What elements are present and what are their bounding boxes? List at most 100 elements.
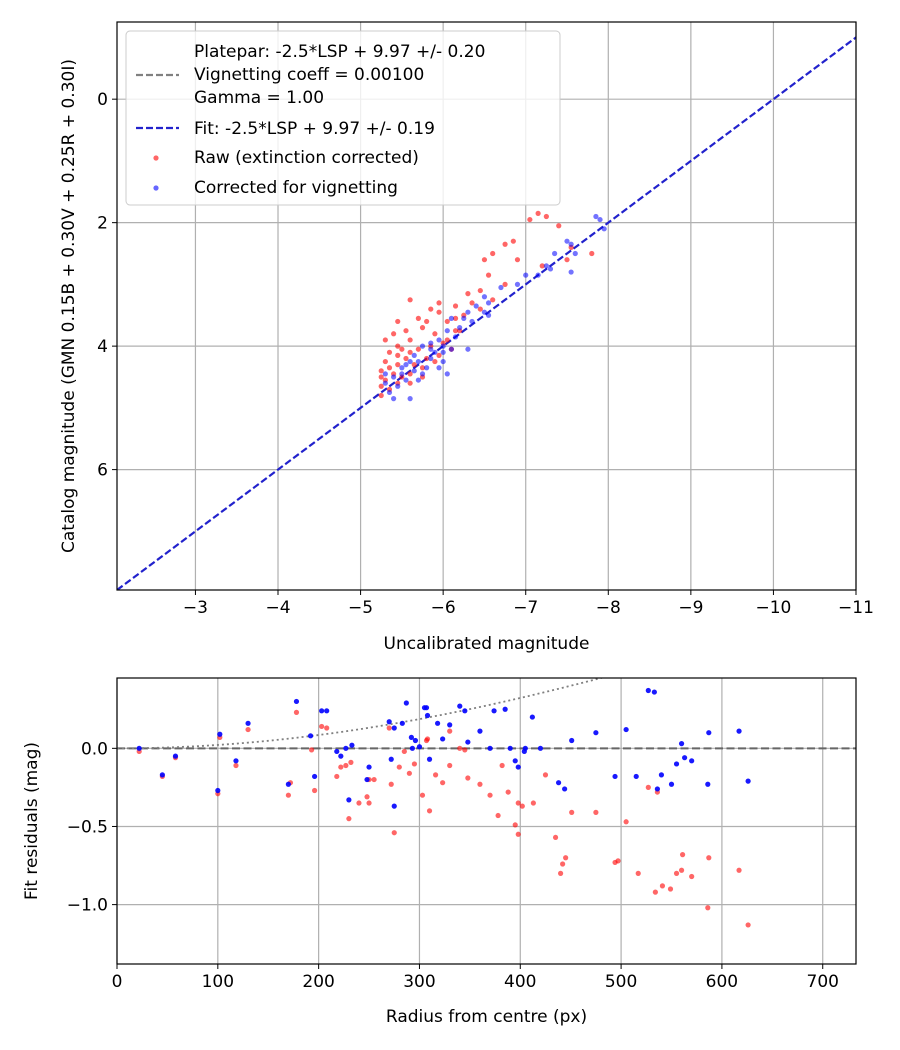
residuals-plot-corrected-point xyxy=(447,722,453,728)
magnitude-plot-raw-point xyxy=(539,263,545,269)
residuals-plot-raw-point xyxy=(495,812,501,819)
residuals-plot-corrected-point xyxy=(569,737,575,744)
magnitude-plot-corrected-point xyxy=(514,281,521,287)
residuals-plot-points xyxy=(136,687,751,928)
residuals-plot-corrected-point xyxy=(668,781,675,787)
magnitude-plot-corrected-point xyxy=(428,346,434,352)
residuals-plot-corrected-point xyxy=(324,708,330,714)
magnitude-plot-raw-point xyxy=(510,238,516,244)
residuals-plot-raw-point xyxy=(447,762,453,769)
magnitude-plot-xtick-label: −9 xyxy=(678,598,703,618)
magnitude-plot-ticks: −3 −4 −5 −6 −7 −8 −9 −10 −11 0 2 4 6 xyxy=(97,90,874,618)
residuals-plot-corrected-point xyxy=(651,689,657,695)
magnitude-plot-corrected-point xyxy=(395,383,401,389)
residuals-plot-raw-point xyxy=(519,803,525,809)
residuals-plot-corrected-point xyxy=(529,714,535,720)
magnitude-plot-raw-point xyxy=(395,318,401,325)
magnitude-plot-corrected-point xyxy=(465,309,471,315)
residuals-plot-corrected-point xyxy=(366,764,372,770)
residuals-plot-ytick-label: −0.5 xyxy=(67,817,108,837)
residuals-plot-raw-point xyxy=(530,800,536,806)
residuals-plot-raw-point xyxy=(346,816,352,822)
residuals-plot-raw-point xyxy=(285,792,291,798)
residuals-plot-xtick-label: 600 xyxy=(706,972,738,992)
magnitude-plot-raw-point xyxy=(514,257,521,263)
magnitude-plot-corrected-point xyxy=(481,294,488,300)
residuals-plot-raw-point xyxy=(505,789,511,795)
magnitude-plot-corrected-point xyxy=(407,396,413,402)
residuals-plot-raw-point xyxy=(348,759,354,765)
residuals-plot-corrected-point xyxy=(386,719,392,725)
residuals-plot-raw-point xyxy=(563,855,569,861)
magnitude-plot-raw-point xyxy=(543,213,549,220)
legend-box xyxy=(125,30,561,206)
residuals-plot-corrected-point xyxy=(689,758,695,764)
magnitude-plot-corrected-point xyxy=(552,250,558,257)
residuals-plot-raw-point xyxy=(245,726,251,733)
legend-corrected-marker xyxy=(153,185,159,191)
residuals-plot-raw-point xyxy=(678,867,685,873)
residuals-plot-xtick-label: 300 xyxy=(403,972,435,992)
residuals-plot-raw-point xyxy=(552,834,559,841)
magnitude-plot-corrected-point xyxy=(436,365,442,371)
magnitude-plot-raw-point xyxy=(490,250,496,257)
residuals-plot-corrected-point xyxy=(515,764,521,770)
residuals-plot-raw-point xyxy=(391,830,397,836)
magnitude-plot-corrected-point xyxy=(440,349,446,355)
magnitude-plot-raw-point xyxy=(589,250,595,257)
residuals-plot-corrected-point xyxy=(399,720,405,726)
residuals-plot-corrected-point xyxy=(682,755,688,761)
residuals-plot-corrected-point xyxy=(343,745,349,751)
residuals-plot-corrected-point xyxy=(633,773,639,780)
residuals-plot-raw-point xyxy=(233,762,239,769)
magnitude-plot-xtick-label: −3 xyxy=(183,598,208,618)
residuals-plot-raw-point xyxy=(706,855,712,861)
residuals-plot-raw-point xyxy=(371,776,377,783)
magnitude-plot-raw-point xyxy=(395,343,401,349)
residuals-plot-raw-point xyxy=(401,748,407,755)
residuals-plot-raw-point xyxy=(477,781,483,787)
magnitude-plot-raw-point xyxy=(465,291,471,297)
residuals-plot-raw-point xyxy=(689,873,695,880)
magnitude-plot-xtick-label: −11 xyxy=(838,598,874,618)
magnitude-plot-corrected-point xyxy=(593,213,599,220)
magnitude-plot-raw-point xyxy=(395,352,401,358)
residuals-plot-corrected-point xyxy=(623,726,629,733)
residuals-plot-corrected-point xyxy=(457,703,463,709)
residuals-plot-raw-point xyxy=(673,870,680,876)
magnitude-plot-corrected-point xyxy=(419,343,426,349)
legend: Platepar: -2.5*LSP + 9.97 +/- 0.20 Vigne… xyxy=(125,30,561,206)
residuals-plot-raw-point xyxy=(736,867,742,873)
magnitude-plot-corrected-point xyxy=(448,346,455,352)
residuals-plot-raw-point xyxy=(356,800,362,806)
magnitude-plot-raw-point xyxy=(403,355,409,362)
residuals-plot-corrected-point xyxy=(673,761,680,767)
residuals-plot-corrected-point xyxy=(562,786,568,792)
magnitude-plot-corrected-point xyxy=(411,368,417,374)
residuals-plot-corrected-point xyxy=(440,736,446,742)
magnitude-plot-raw-point xyxy=(436,352,442,358)
magnitude-plot-corrected-point xyxy=(424,365,430,371)
residuals-plot-corrected-point xyxy=(233,758,239,764)
residuals-plot-raw-point xyxy=(667,886,674,892)
magnitude-plot-corrected-point xyxy=(597,216,603,223)
magnitude-plot-corrected-point xyxy=(452,334,459,340)
magnitude-plot-xlabel: Uncalibrated magnitude xyxy=(384,634,590,654)
magnitude-plot-raw-point xyxy=(399,346,405,352)
residuals-plot-raw-point xyxy=(338,764,344,770)
residuals-plot-raw-point xyxy=(745,922,751,928)
magnitude-plot-frame xyxy=(116,21,857,591)
residuals-plot-raw-point xyxy=(465,775,471,781)
residuals-plot-xtick-label: 500 xyxy=(605,972,637,992)
residuals-plot-raw-point xyxy=(645,784,651,791)
magnitude-plot-raw-point xyxy=(502,281,508,287)
magnitude-plot-raw-point xyxy=(378,383,384,389)
residuals-plot-corrected-point xyxy=(408,734,414,740)
residuals-plot-corrected-point xyxy=(462,708,468,714)
residuals-plot-corrected-point xyxy=(416,744,423,750)
magnitude-plot-raw-point xyxy=(378,392,384,399)
residuals-plot-corrected-point xyxy=(745,778,751,784)
residuals-plot-xtick-label: 400 xyxy=(504,972,536,992)
residuals-plot-corrected-point xyxy=(736,728,742,734)
residuals-plot-xtick-label: 100 xyxy=(202,972,234,992)
